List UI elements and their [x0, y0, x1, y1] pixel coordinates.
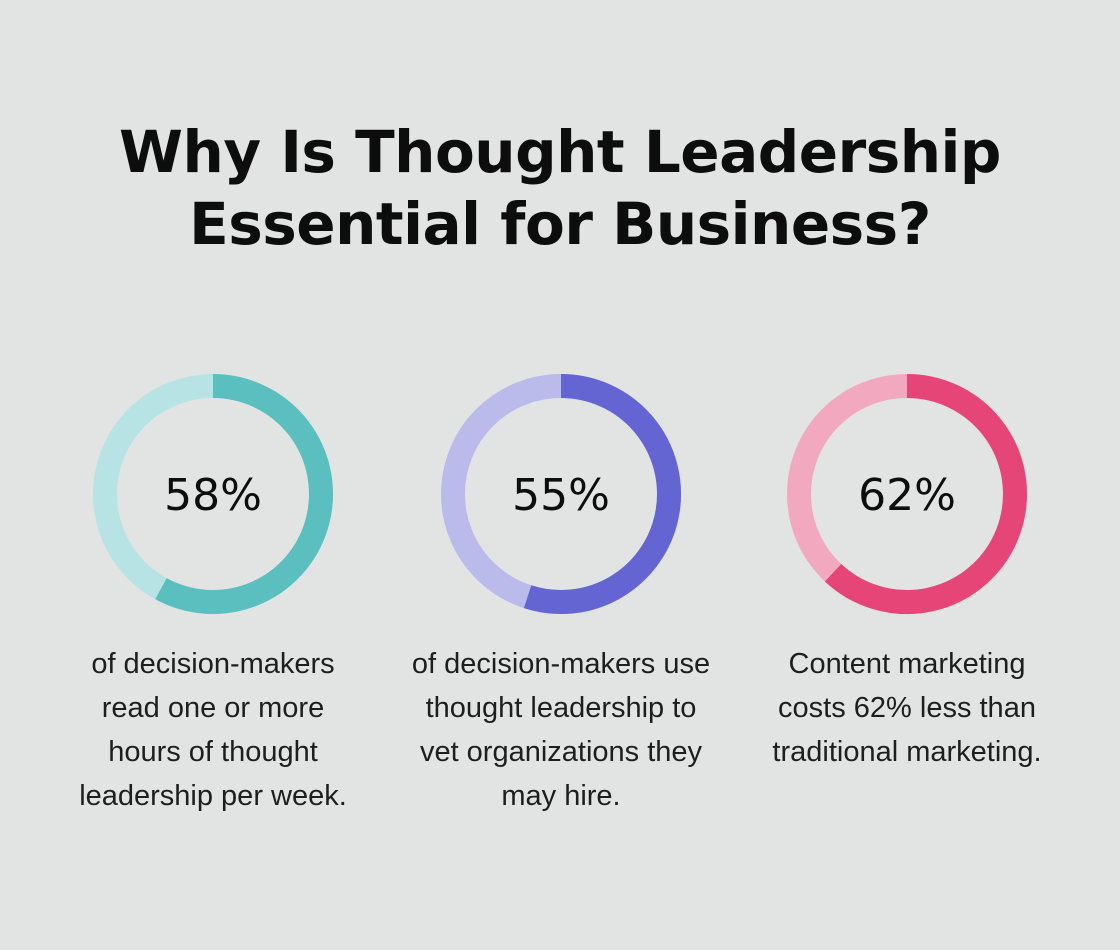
donut-chart: 58% [93, 374, 333, 614]
stat-card: 62% Content marketing costs 62% less tha… [757, 370, 1057, 774]
stat-caption: of decision-makers read one or more hour… [79, 648, 347, 812]
stat-caption: of decision-makers use thought leadershi… [411, 648, 711, 812]
page-title: Why Is Thought Leadership Essential for … [119, 118, 1001, 258]
donut-percent-label: 62% [858, 470, 956, 521]
donut-percent-label: 55% [512, 470, 610, 521]
donut-value-arc [824, 374, 1027, 614]
donut-chart: 62% [787, 374, 1027, 614]
donut-value-arc [155, 374, 333, 614]
stat-card: 55% of decision-makers use thought leade… [411, 370, 711, 818]
donut-chart: 55% [441, 374, 682, 614]
donut-value-arc [523, 374, 682, 614]
donut-percent-label: 58% [164, 470, 262, 521]
stat-card: 58% of decision-makers read one or more … [63, 370, 363, 818]
stat-caption: Content marketing costs 62% less than tr… [772, 648, 1042, 768]
